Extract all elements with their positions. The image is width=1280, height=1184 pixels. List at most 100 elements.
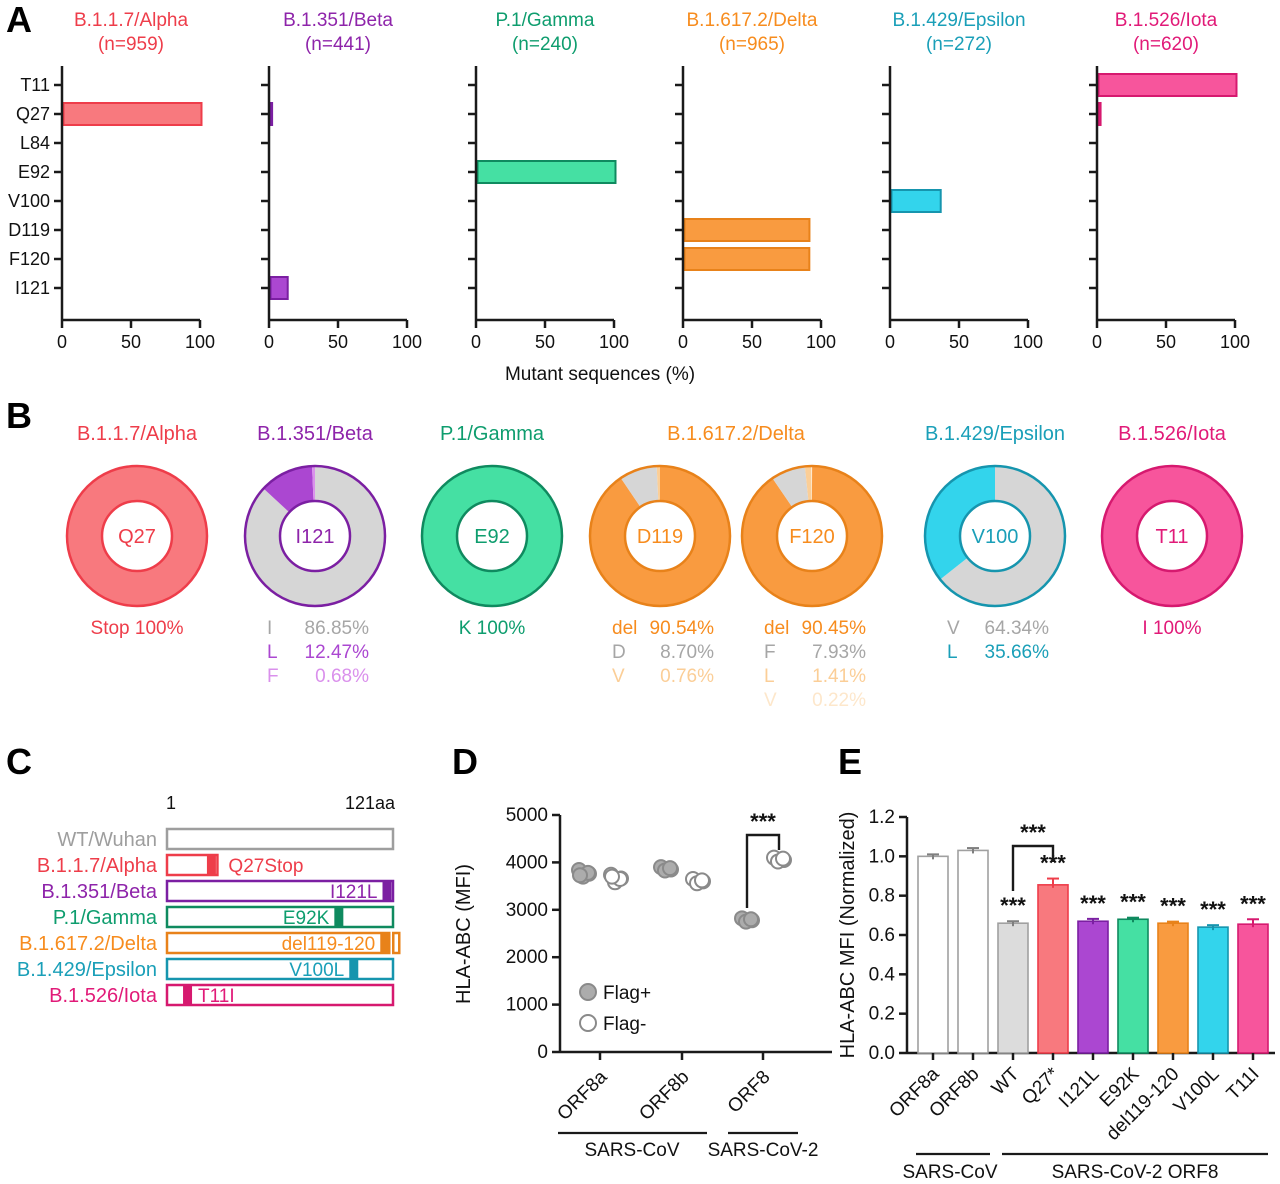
significance-stars: *** [1000, 893, 1026, 918]
panel-a-variant-bar-charts: B.1.1.7/Alpha (n=959) 0 50 100 T11 Q27 L84 E92 V1… [8, 10, 1250, 385]
category-label: T11 [20, 75, 50, 95]
donut-legend-value: 90.54% [650, 618, 715, 639]
x-tick-label: 100 [1220, 332, 1250, 352]
row-name: B.1.526/Iota [49, 985, 158, 1007]
mutation-bar-D119 [683, 218, 811, 242]
y-tick-label: 0.8 [869, 886, 895, 907]
panel-e-normalized-mfi-bar-chart: 0.0 0.2 0.4 0.6 0.8 1.0 1.2 HLA-ABC MFI (Normal… [837, 807, 1275, 1183]
significance-stars: *** [1200, 897, 1226, 922]
data-point-flag-pos [662, 860, 678, 877]
donut-legend-key: F [267, 666, 279, 687]
donut-ring [422, 466, 562, 606]
y-tick-label: 1000 [506, 995, 548, 1016]
mutation-label: I121L [330, 882, 378, 903]
donut-legend-key: D [612, 642, 626, 663]
donut-legend-value: 0.76% [660, 666, 714, 687]
bar-del119-120 [1157, 922, 1189, 1054]
donut-legend-key: V [612, 666, 625, 687]
variant-title: B.1.526/Iota [1115, 10, 1218, 31]
variant-title: B.1.1.7/Alpha [74, 10, 189, 31]
donut-legend-line: I 100% [1142, 618, 1201, 639]
donut-legend-value: 90.45% [802, 618, 867, 639]
donut-group-title: B.1.1.7/Alpha [77, 423, 198, 445]
donut-legend-value: 7.93% [812, 642, 866, 663]
donut-legend-key: L [267, 642, 278, 663]
donut-center-label: I121 [296, 526, 335, 548]
donut-legend-line: Stop 100% [91, 618, 184, 639]
row-name: WT/Wuhan [57, 829, 157, 851]
donut-inner-hole [455, 499, 529, 573]
data-point-flag-pos [743, 911, 759, 928]
donut-legend-value: 0.22% [812, 690, 866, 711]
donut-outer-border [1100, 464, 1244, 608]
donut-group-title: B.1.429/Epsilon [925, 423, 1065, 445]
x-tick-label: 0 [678, 332, 688, 352]
legend-swatch-flag-neg [579, 1014, 597, 1032]
donut-legend-value: 1.41% [812, 666, 866, 687]
donut-slice [742, 466, 882, 606]
axis-start-label: 1 [166, 793, 176, 813]
x-tick-label: 100 [806, 332, 836, 352]
variant-title: B.1.617.2/Delta [687, 10, 818, 31]
y-tick-label: 0.4 [869, 964, 896, 985]
variant-n-count: (n=959) [98, 34, 164, 55]
x-tick-label: 0 [1092, 332, 1102, 352]
mutation-bar-T11 [1097, 73, 1238, 97]
mutation-label: T11I [198, 986, 235, 1007]
donut-slice [940, 466, 1065, 606]
donut-outer-border [923, 464, 1067, 608]
category-label: I121 [15, 278, 50, 298]
x-tick-label: 50 [121, 332, 141, 352]
donut-center-label: Q27 [118, 526, 156, 548]
protein-box [165, 983, 395, 1007]
group-label-sars-cov-2: SARS-CoV-2 [708, 1140, 819, 1161]
x-tick-label: 50 [949, 332, 969, 352]
category-label: F120 [9, 249, 50, 269]
panel-label-d: D [452, 741, 478, 782]
mutation-bar-V100 [890, 189, 942, 213]
x-tick-label: ORF8a [553, 1066, 611, 1124]
bracket-stars: *** [1020, 820, 1046, 845]
row-name: B.1.1.7/Alpha [37, 855, 158, 877]
mutation-marker [334, 907, 344, 927]
x-tick-label: 50 [742, 332, 762, 352]
category-label: Q27 [16, 104, 50, 124]
x-tick-label: 0 [885, 332, 895, 352]
donut-legend-key: del [764, 618, 789, 639]
donut-center-label: F120 [789, 526, 835, 548]
donut-legend-key: L [947, 642, 958, 663]
row-name: P.1/Gamma [53, 907, 158, 929]
donut-legend-key: L [764, 666, 775, 687]
y-tick-label: 3000 [506, 900, 548, 921]
donut-legend-value: 35.66% [985, 642, 1050, 663]
x-tick-label: 0 [264, 332, 274, 352]
y-tick-label: 0 [537, 1042, 548, 1063]
category-label: D119 [8, 220, 50, 240]
donut-legend-value: 8.70% [660, 642, 714, 663]
y-axis-title: HLA-ABC (MFI) [453, 864, 475, 1004]
donut-inner-hole [623, 499, 697, 573]
donut-legend-key: V [764, 690, 777, 711]
donut-group-title: P.1/Gamma [440, 423, 545, 445]
donut-outer-border [740, 464, 884, 608]
donut-center-label: D119 [637, 526, 683, 548]
donut-legend-key: I [267, 618, 272, 639]
donut-inner-hole [775, 499, 849, 573]
variant-title: B.1.429/Epsilon [892, 10, 1025, 31]
protein-box [165, 827, 395, 851]
x-tick-label: Q27* [1018, 1063, 1064, 1109]
category-label: E92 [18, 162, 50, 182]
x-tick-label: V100L [1170, 1064, 1224, 1118]
donut-slice [925, 466, 996, 580]
mutation-bar-Q27 [62, 102, 203, 126]
group-label-sars-cov: SARS-CoV [902, 1162, 997, 1183]
y-tick-label: 4000 [506, 852, 548, 873]
donut-inner-hole [1135, 499, 1209, 573]
mutation-bar-I121 [269, 276, 289, 300]
mutation-marker [183, 985, 193, 1005]
donut-slice [590, 466, 730, 606]
data-point-flag-neg [694, 872, 710, 889]
x-tick-label: 100 [599, 332, 629, 352]
donut-group-title: B.1.617.2/Delta [667, 423, 806, 445]
